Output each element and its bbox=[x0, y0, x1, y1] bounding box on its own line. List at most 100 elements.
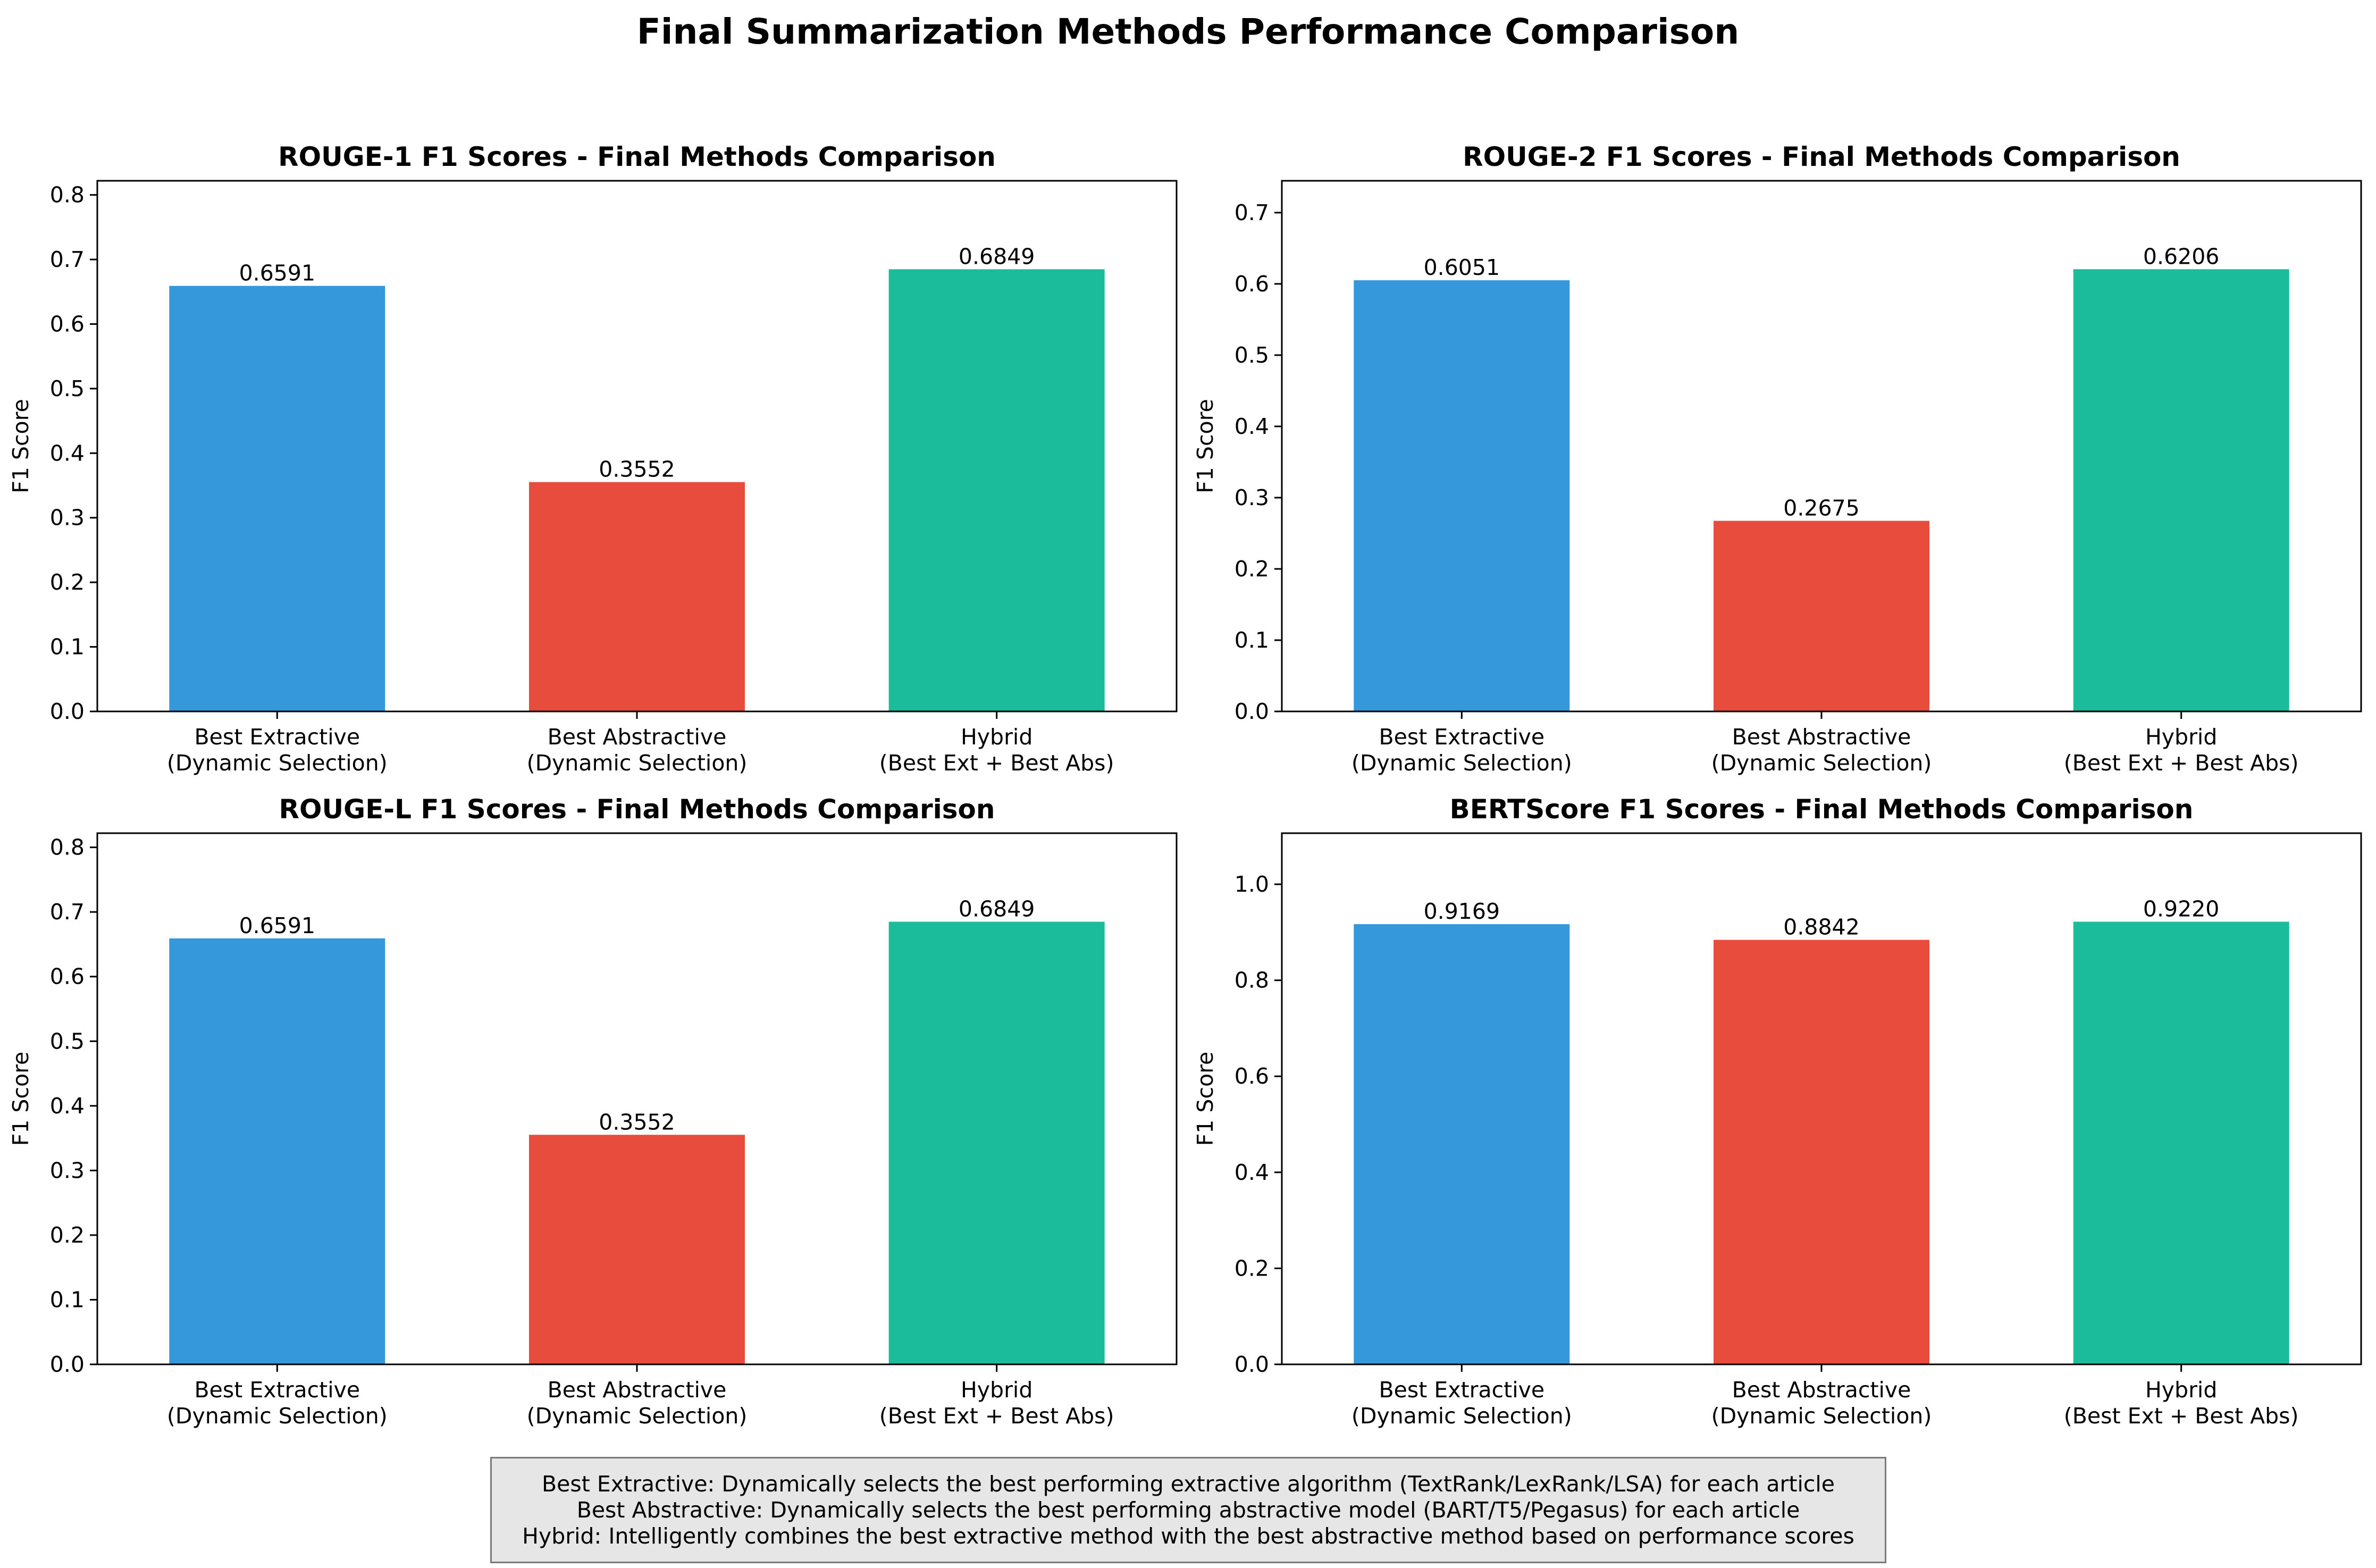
ytick-label-rouge-2-3: 0.3 bbox=[1235, 485, 1269, 510]
note-abstractive: Best Abstractive: Dynamically selects th… bbox=[576, 1497, 1800, 1523]
bar-rouge-l-2 bbox=[888, 921, 1105, 1364]
bar-rouge-1-0 bbox=[169, 286, 385, 711]
xtick-label-rouge-l-1: Best Abstractive (Dynamic Selection) bbox=[527, 1377, 748, 1429]
title-rouge-l: ROUGE-L F1 Scores - Final Methods Compar… bbox=[279, 794, 995, 825]
figure-title: Final Summarization Methods Performance … bbox=[636, 11, 1740, 52]
axes-frame-bertscore bbox=[1281, 832, 2362, 1365]
ytick-label-rouge-2-1: 0.1 bbox=[1235, 627, 1269, 653]
axes-frame-rouge-1 bbox=[96, 180, 1178, 712]
bar-rouge-2-1 bbox=[1714, 521, 1929, 711]
xtick-label-line-bertscore-2-1: (Best Ext + Best Abs) bbox=[2064, 1403, 2299, 1429]
xtick-label-bertscore-1: Best Abstractive (Dynamic Selection) bbox=[1711, 1377, 1932, 1429]
axes-frame-rouge-l bbox=[96, 832, 1178, 1365]
ylabel-bertscore: F1 Score bbox=[1193, 1052, 1218, 1146]
xtick-label-line-rouge-2-1-0: Best Abstractive bbox=[1732, 724, 1911, 750]
xtick-label-line-rouge-2-2-0: Hybrid bbox=[2145, 724, 2217, 750]
xtick-label-line-rouge-l-1-0: Best Abstractive bbox=[548, 1377, 727, 1403]
axes-frame-rouge-2 bbox=[1281, 180, 2362, 712]
ytick-label-rouge-l-1: 0.1 bbox=[50, 1287, 85, 1312]
xtick-label-line-bertscore-1-0: Best Abstractive bbox=[1732, 1377, 1911, 1403]
title-rouge-2: ROUGE-2 F1 Scores - Final Methods Compar… bbox=[1463, 141, 2180, 172]
ylabel-rouge-l: F1 Score bbox=[8, 1052, 33, 1146]
xtick-label-line-rouge-l-0-1: (Dynamic Selection) bbox=[167, 1403, 388, 1429]
ytick-label-rouge-2-7: 0.7 bbox=[1235, 200, 1269, 225]
xtick-label-line-rouge-1-0-1: (Dynamic Selection) bbox=[167, 750, 388, 776]
ytick-label-rouge-1-4: 0.4 bbox=[50, 440, 85, 466]
value-label-rouge-1-0: 0.6591 bbox=[239, 261, 315, 286]
ylabel-rouge-1: F1 Score bbox=[8, 399, 33, 493]
bar-bertscore-0 bbox=[1354, 924, 1570, 1364]
ytick-label-rouge-2-6: 0.6 bbox=[1235, 271, 1269, 297]
value-label-rouge-l-1: 0.3552 bbox=[599, 1109, 675, 1135]
xtick-label-line-bertscore-1-1: (Dynamic Selection) bbox=[1711, 1403, 1932, 1429]
value-label-rouge-1-1: 0.3552 bbox=[599, 457, 675, 482]
ytick-label-rouge-1-8: 0.8 bbox=[50, 182, 85, 208]
bar-rouge-2-2 bbox=[2073, 269, 2289, 711]
xtick-label-rouge-1-1: Best Abstractive (Dynamic Selection) bbox=[527, 724, 748, 776]
xtick-label-bertscore-0: Best Extractive (Dynamic Selection) bbox=[1351, 1377, 1572, 1429]
xtick-label-line-rouge-2-0-0: Best Extractive bbox=[1379, 724, 1545, 750]
value-label-rouge-2-2: 0.6206 bbox=[2143, 244, 2219, 269]
title-bertscore: BERTScore F1 Scores - Final Methods Comp… bbox=[1450, 794, 2194, 825]
xtick-label-line-rouge-l-1-1: (Dynamic Selection) bbox=[527, 1403, 748, 1429]
value-label-bertscore-2: 0.9220 bbox=[2143, 896, 2219, 922]
xtick-label-line-rouge-1-1-0: Best Abstractive bbox=[548, 724, 727, 750]
ytick-label-rouge-l-8: 0.8 bbox=[50, 835, 85, 860]
ytick-label-rouge-1-1: 0.1 bbox=[50, 634, 85, 660]
ytick-label-rouge-1-6: 0.6 bbox=[50, 311, 85, 337]
value-label-bertscore-0: 0.9169 bbox=[1424, 899, 1500, 924]
ytick-label-rouge-l-3: 0.3 bbox=[50, 1158, 85, 1183]
bar-rouge-l-0 bbox=[169, 938, 385, 1364]
xtick-label-line-rouge-l-0-0: Best Extractive bbox=[195, 1377, 360, 1403]
ytick-label-bertscore-5: 1.0 bbox=[1235, 871, 1269, 897]
ytick-label-rouge-1-5: 0.5 bbox=[50, 376, 85, 401]
xtick-label-line-rouge-2-2-1: (Best Ext + Best Abs) bbox=[2064, 750, 2299, 776]
ytick-label-rouge-2-4: 0.4 bbox=[1235, 414, 1269, 439]
ytick-label-rouge-2-0: 0.0 bbox=[1235, 699, 1269, 724]
xtick-label-rouge-1-0: Best Extractive (Dynamic Selection) bbox=[167, 724, 388, 776]
ylabel-rouge-2: F1 Score bbox=[1193, 399, 1218, 493]
bar-rouge-1-1 bbox=[529, 482, 745, 711]
ytick-label-rouge-1-0: 0.0 bbox=[50, 699, 85, 724]
ytick-label-bertscore-4: 0.8 bbox=[1235, 968, 1269, 993]
xtick-label-line-rouge-2-0-1: (Dynamic Selection) bbox=[1351, 750, 1572, 776]
xtick-label-rouge-2-1: Best Abstractive (Dynamic Selection) bbox=[1711, 724, 1932, 776]
ytick-label-bertscore-0: 0.0 bbox=[1235, 1352, 1269, 1377]
ytick-label-rouge-1-3: 0.3 bbox=[50, 505, 85, 531]
ytick-label-rouge-l-2: 0.2 bbox=[50, 1222, 85, 1248]
note-extractive: Best Extractive: Dynamically selects the… bbox=[542, 1471, 1835, 1497]
ytick-label-rouge-2-2: 0.2 bbox=[1235, 556, 1269, 582]
ytick-label-rouge-l-4: 0.4 bbox=[50, 1093, 85, 1119]
xtick-label-line-rouge-l-2-0: Hybrid bbox=[961, 1377, 1032, 1403]
ytick-label-rouge-l-7: 0.7 bbox=[50, 899, 85, 925]
value-label-bertscore-1: 0.8842 bbox=[1783, 915, 1859, 940]
ytick-label-rouge-l-6: 0.6 bbox=[50, 964, 85, 990]
ytick-label-bertscore-2: 0.4 bbox=[1235, 1160, 1269, 1185]
value-label-rouge-2-0: 0.6051 bbox=[1424, 255, 1500, 280]
ytick-label-rouge-1-2: 0.2 bbox=[50, 569, 85, 595]
xtick-label-bertscore-2: Hybrid (Best Ext + Best Abs) bbox=[2064, 1377, 2299, 1429]
bar-bertscore-2 bbox=[2073, 921, 2289, 1364]
xtick-label-rouge-2-0: Best Extractive (Dynamic Selection) bbox=[1351, 724, 1572, 776]
xtick-label-line-bertscore-0-1: (Dynamic Selection) bbox=[1351, 1403, 1572, 1429]
note-hybrid: Hybrid: Intelligently combines the best … bbox=[522, 1523, 1854, 1549]
ytick-label-bertscore-3: 0.6 bbox=[1235, 1063, 1269, 1089]
xtick-label-rouge-l-2: Hybrid (Best Ext + Best Abs) bbox=[879, 1377, 1114, 1429]
bar-rouge-1-2 bbox=[888, 269, 1105, 711]
xtick-label-line-rouge-2-1-1: (Dynamic Selection) bbox=[1711, 750, 1932, 776]
xtick-label-line-rouge-1-1-1: (Dynamic Selection) bbox=[527, 750, 748, 776]
ytick-label-rouge-2-5: 0.5 bbox=[1235, 342, 1269, 368]
xtick-label-rouge-2-2: Hybrid (Best Ext + Best Abs) bbox=[2064, 724, 2299, 776]
xtick-label-rouge-l-0: Best Extractive (Dynamic Selection) bbox=[167, 1377, 388, 1429]
xtick-label-line-bertscore-2-0: Hybrid bbox=[2145, 1377, 2217, 1403]
ytick-label-bertscore-1: 0.2 bbox=[1235, 1255, 1269, 1281]
